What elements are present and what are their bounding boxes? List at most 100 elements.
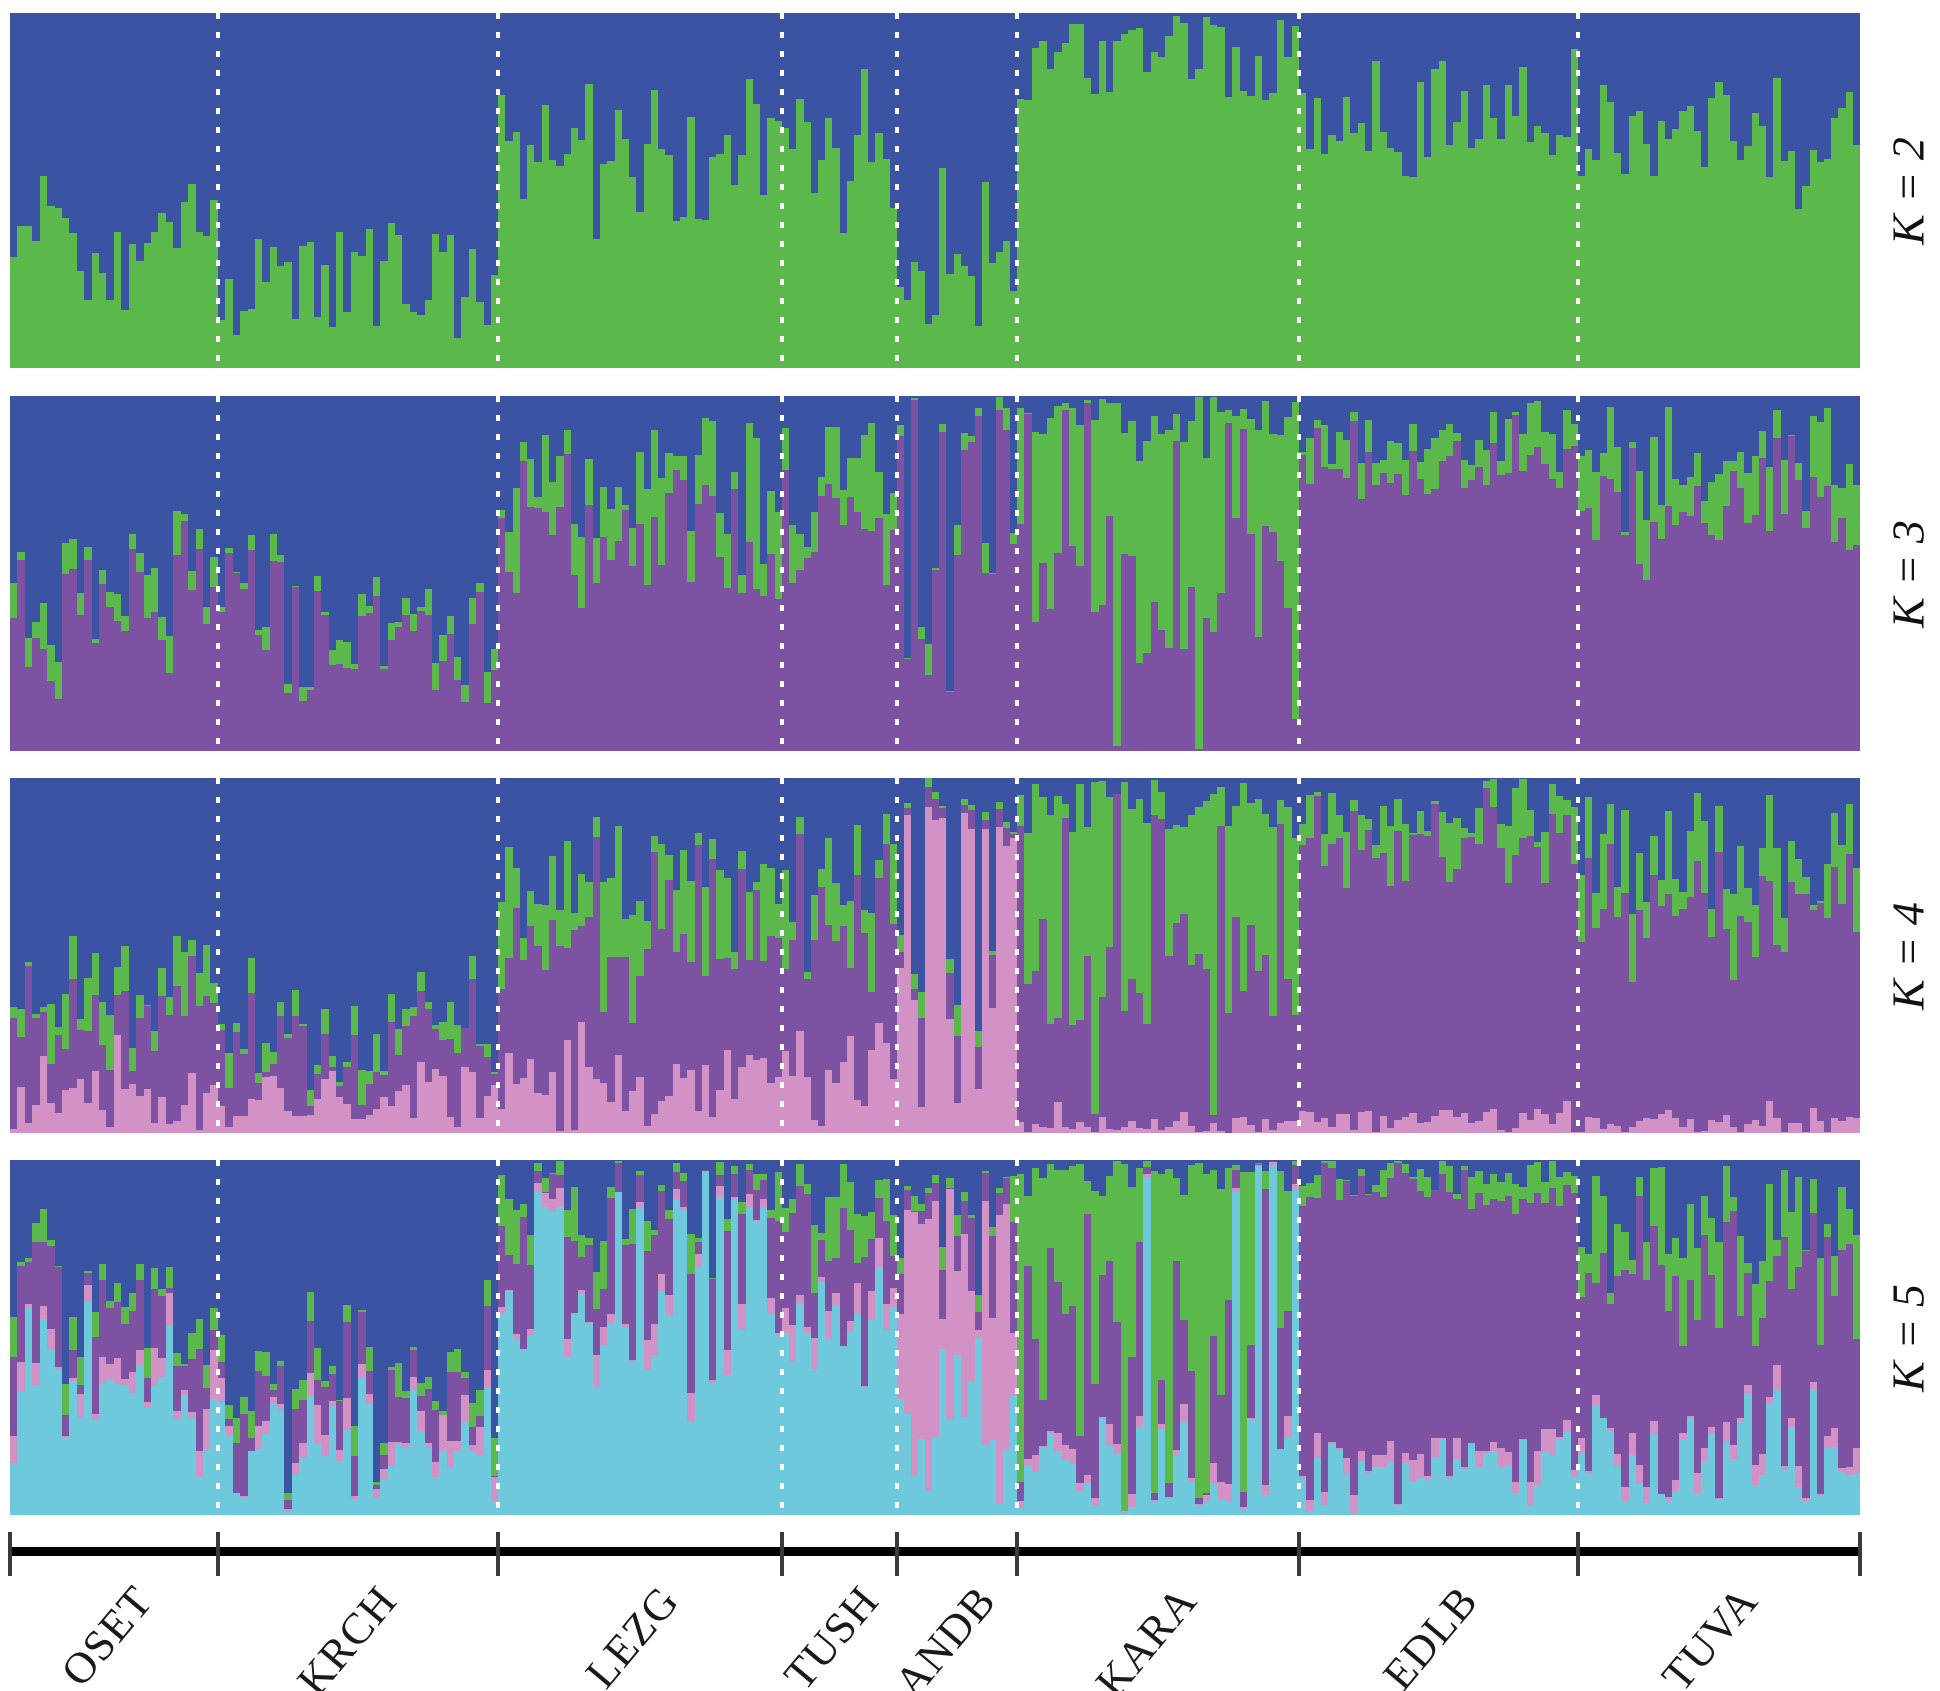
ancestry-segment-purple bbox=[592, 1309, 600, 1355]
ancestry-segment-blue bbox=[882, 13, 890, 159]
ancestry-segment-purple bbox=[128, 1310, 137, 1373]
ancestry-segment-purple bbox=[1664, 505, 1673, 751]
individual-bar bbox=[151, 13, 159, 368]
individual-bar bbox=[1150, 1160, 1159, 1515]
ancestry-segment-green bbox=[269, 534, 277, 562]
individual-bar bbox=[17, 13, 25, 368]
ancestry-segment-blue bbox=[350, 1160, 359, 1426]
individual-bar bbox=[981, 396, 989, 751]
ancestry-segment-blue bbox=[490, 778, 499, 1072]
ancestry-segment-blue bbox=[709, 1160, 717, 1278]
ancestry-segment-green bbox=[1700, 820, 1709, 894]
ancestry-segment-pink bbox=[321, 1078, 329, 1133]
ancestry-segment-blue bbox=[395, 778, 403, 1030]
ancestry-segment-green bbox=[1416, 811, 1424, 835]
ancestry-segment-pink bbox=[548, 1199, 557, 1212]
individual-bar bbox=[1744, 778, 1752, 1133]
ancestry-segment-green bbox=[534, 904, 542, 947]
individual-bar bbox=[1306, 1160, 1314, 1515]
ancestry-segment-green bbox=[1291, 837, 1300, 1016]
ancestry-segment-pink bbox=[372, 1109, 381, 1133]
ancestry-segment-blue bbox=[1409, 396, 1417, 425]
ancestry-segment-blue bbox=[1284, 13, 1292, 58]
ancestry-segment-purple bbox=[723, 958, 731, 1051]
individual-bar bbox=[1519, 1160, 1527, 1515]
individual-bar bbox=[180, 396, 189, 751]
ancestry-segment-purple bbox=[1343, 1180, 1351, 1459]
ancestry-segment-blue bbox=[1291, 13, 1300, 26]
individual-bar bbox=[1061, 778, 1069, 1133]
ancestry-segment-pink bbox=[218, 1378, 226, 1403]
ancestry-segment-green bbox=[1744, 1262, 1752, 1273]
ancestry-segment-cyan bbox=[868, 1320, 876, 1515]
ancestry-segment-green bbox=[291, 989, 300, 1016]
ancestry-segment-pink bbox=[1511, 1482, 1520, 1494]
ancestry-segment-blue bbox=[69, 778, 77, 936]
ancestry-segment-green bbox=[1335, 141, 1344, 368]
individual-bar bbox=[1729, 1160, 1738, 1515]
ancestry-segment-green bbox=[1773, 410, 1781, 439]
ancestry-segment-purple bbox=[1195, 1497, 1203, 1505]
ancestry-segment-green bbox=[629, 177, 637, 368]
ancestry-segment-cyan bbox=[658, 1291, 666, 1515]
ancestry-segment-cyan bbox=[953, 1354, 961, 1515]
ancestry-segment-pink bbox=[1046, 1128, 1055, 1133]
ancestry-segment-cyan bbox=[1708, 1433, 1716, 1515]
population-separator-line bbox=[780, 13, 784, 368]
ancestry-segment-green bbox=[1061, 1169, 1069, 1315]
ancestry-segment-cyan bbox=[1068, 1463, 1077, 1515]
individual-bar bbox=[1039, 13, 1047, 368]
ancestry-segment-green bbox=[1202, 801, 1210, 969]
ancestry-segment-blue bbox=[803, 396, 811, 547]
individual-bar bbox=[1679, 1160, 1687, 1515]
individual-bar bbox=[1401, 1160, 1410, 1515]
ancestry-segment-pink bbox=[1328, 1441, 1336, 1444]
ancestry-segment-green bbox=[897, 934, 905, 952]
individual-bar bbox=[1061, 396, 1069, 751]
ancestry-segment-green bbox=[1083, 399, 1092, 404]
ancestry-segment-blue bbox=[372, 13, 381, 326]
ancestry-segment-blue bbox=[1795, 778, 1803, 859]
ancestry-segment-blue bbox=[1852, 13, 1860, 145]
ancestry-segment-purple bbox=[306, 689, 314, 751]
individual-bar bbox=[716, 396, 724, 751]
ancestry-segment-cyan bbox=[629, 1360, 637, 1515]
ancestry-segment-cyan bbox=[716, 1196, 724, 1515]
ancestry-segment-blue bbox=[328, 778, 336, 1056]
ancestry-segment-pink bbox=[1313, 1433, 1322, 1459]
individual-bar bbox=[760, 396, 768, 751]
ancestry-segment-blue bbox=[1431, 13, 1439, 70]
ancestry-segment-cyan bbox=[1261, 1494, 1270, 1515]
individual-bar bbox=[1150, 778, 1159, 1133]
ancestry-segment-cyan bbox=[1291, 1188, 1300, 1515]
ancestry-segment-green bbox=[988, 263, 996, 368]
individual-bar bbox=[1497, 396, 1505, 751]
individual-bar bbox=[1091, 396, 1099, 751]
ancestry-segment-cyan bbox=[882, 1330, 890, 1515]
ancestry-segment-green bbox=[454, 1348, 462, 1372]
ancestry-segment-blue bbox=[409, 396, 418, 614]
individual-bar bbox=[1467, 1160, 1476, 1515]
ancestry-segment-green bbox=[1328, 135, 1336, 368]
individual-bar bbox=[995, 1160, 1003, 1515]
ancestry-segment-green bbox=[709, 1277, 717, 1279]
ancestry-segment-cyan bbox=[1143, 1177, 1151, 1515]
ancestry-segment-purple bbox=[490, 1476, 499, 1478]
ancestry-segment-pink bbox=[868, 1290, 876, 1321]
ancestry-segment-blue bbox=[1563, 1160, 1571, 1173]
ancestry-segment-purple bbox=[599, 1012, 608, 1083]
ancestry-segment-pink bbox=[960, 1233, 968, 1418]
ancestry-segment-green bbox=[1313, 792, 1322, 797]
ancestry-segment-green bbox=[284, 1033, 292, 1038]
ancestry-segment-green bbox=[387, 222, 395, 368]
ancestry-segment-pink bbox=[1002, 846, 1010, 1133]
ancestry-segment-green bbox=[1017, 794, 1025, 826]
individual-bar bbox=[84, 778, 92, 1133]
individual-bar bbox=[1541, 1160, 1549, 1515]
ancestry-segment-blue bbox=[1729, 13, 1738, 141]
individual-bar bbox=[431, 1160, 440, 1515]
individual-bar bbox=[409, 396, 418, 751]
individual-bar bbox=[1024, 778, 1032, 1133]
ancestry-segment-green bbox=[76, 593, 85, 615]
individual-bar bbox=[1394, 1160, 1402, 1515]
